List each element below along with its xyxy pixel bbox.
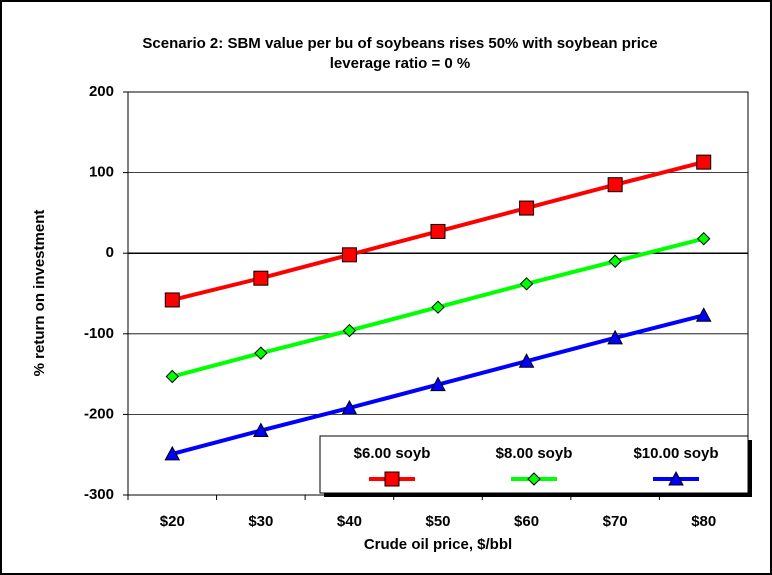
y-tick-label: 100 [89, 164, 114, 181]
marker [518, 353, 535, 368]
marker [607, 177, 623, 193]
x-tick-label: $40 [337, 513, 362, 530]
marker [253, 422, 269, 438]
marker [341, 247, 357, 263]
y-tick-label: 0 [106, 244, 114, 261]
x-tick-label: $80 [691, 513, 716, 530]
legend-label: $6.00 soyb [354, 445, 431, 462]
marker [608, 254, 622, 268]
marker [164, 292, 180, 308]
plot-area [127, 91, 749, 496]
marker [430, 223, 446, 239]
marker [697, 231, 711, 246]
legend-label: $10.00 soyb [633, 445, 718, 462]
x-tick-label: $30 [248, 513, 273, 530]
chart-title: Scenario 2: SBM value per bu of soybeans… [142, 35, 657, 52]
marker [165, 369, 179, 384]
y-axis-label: % return on investment [31, 210, 48, 377]
marker [341, 399, 358, 415]
marker [342, 323, 357, 338]
marker [695, 307, 712, 322]
marker [668, 470, 684, 486]
marker [527, 472, 541, 486]
marker [384, 471, 400, 487]
marker [430, 376, 446, 392]
x-tick-label: $60 [514, 513, 539, 530]
marker [254, 346, 268, 360]
chart-subtitle: leverage ratio = 0 % [330, 55, 471, 72]
y-tick-label: -200 [84, 405, 114, 422]
marker [431, 300, 445, 314]
marker [253, 270, 269, 286]
marker [607, 329, 623, 345]
marker [519, 200, 535, 216]
y-tick-label: -100 [84, 325, 114, 342]
x-tick-label: $20 [160, 513, 185, 530]
x-tick-label: $70 [603, 513, 628, 530]
x-tick-label: $50 [425, 513, 450, 530]
marker [696, 154, 712, 170]
marker [519, 277, 534, 291]
legend-label: $8.00 soyb [496, 445, 573, 462]
y-tick-label: -300 [84, 486, 114, 503]
y-tick-label: 200 [89, 83, 114, 100]
x-axis-label: Crude oil price, $/bbl [364, 536, 512, 553]
marker [164, 445, 181, 461]
